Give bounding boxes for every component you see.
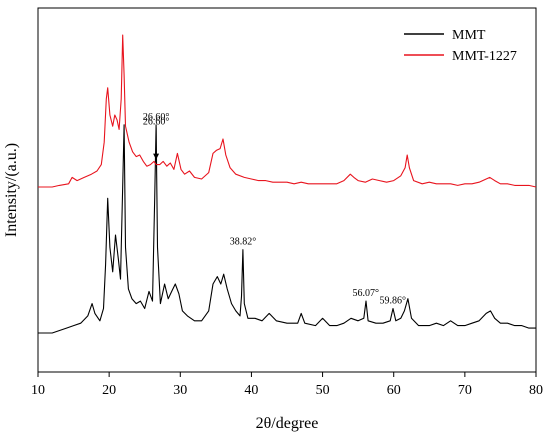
x-axis-title: 2θ/degree	[256, 415, 319, 432]
peak-annotation: 26.60°	[143, 112, 170, 123]
legend: MMT MMT-1227	[404, 28, 517, 64]
annotation-layer: 26.60°26.60° 38.82° 56.07°59.86°	[143, 112, 406, 307]
x-tick-label: 30	[173, 383, 187, 398]
peak-annotation: 38.82°	[230, 237, 257, 248]
legend-label-mmt: MMT	[452, 28, 486, 43]
plot-frame	[37, 7, 537, 373]
x-tick-label: 60	[387, 383, 401, 398]
series-line-mmt-1227	[38, 34, 537, 188]
legend-label-mmt-1227: MMT-1227	[452, 49, 517, 64]
y-axis-title: Intensity/(a.u.)	[3, 143, 20, 237]
x-tick-label: 50	[316, 383, 330, 398]
arrow-head-icon	[153, 153, 160, 160]
peak-annotation: 56.07°	[353, 288, 380, 299]
x-tick-label: 20	[102, 383, 116, 398]
peak-annotation: 59.86°	[379, 296, 406, 307]
series-line-mmt	[38, 124, 536, 334]
peak-annotation: 26.60°	[143, 117, 170, 128]
x-tick-label: 70	[458, 383, 472, 398]
series-layer	[38, 34, 537, 334]
x-tick-label: 80	[529, 383, 543, 398]
x-tick-label: 10	[31, 383, 45, 398]
x-tick-label: 40	[244, 383, 258, 398]
x-axis-ticks: 10 20 30 40 50 60 70 80	[31, 372, 543, 398]
